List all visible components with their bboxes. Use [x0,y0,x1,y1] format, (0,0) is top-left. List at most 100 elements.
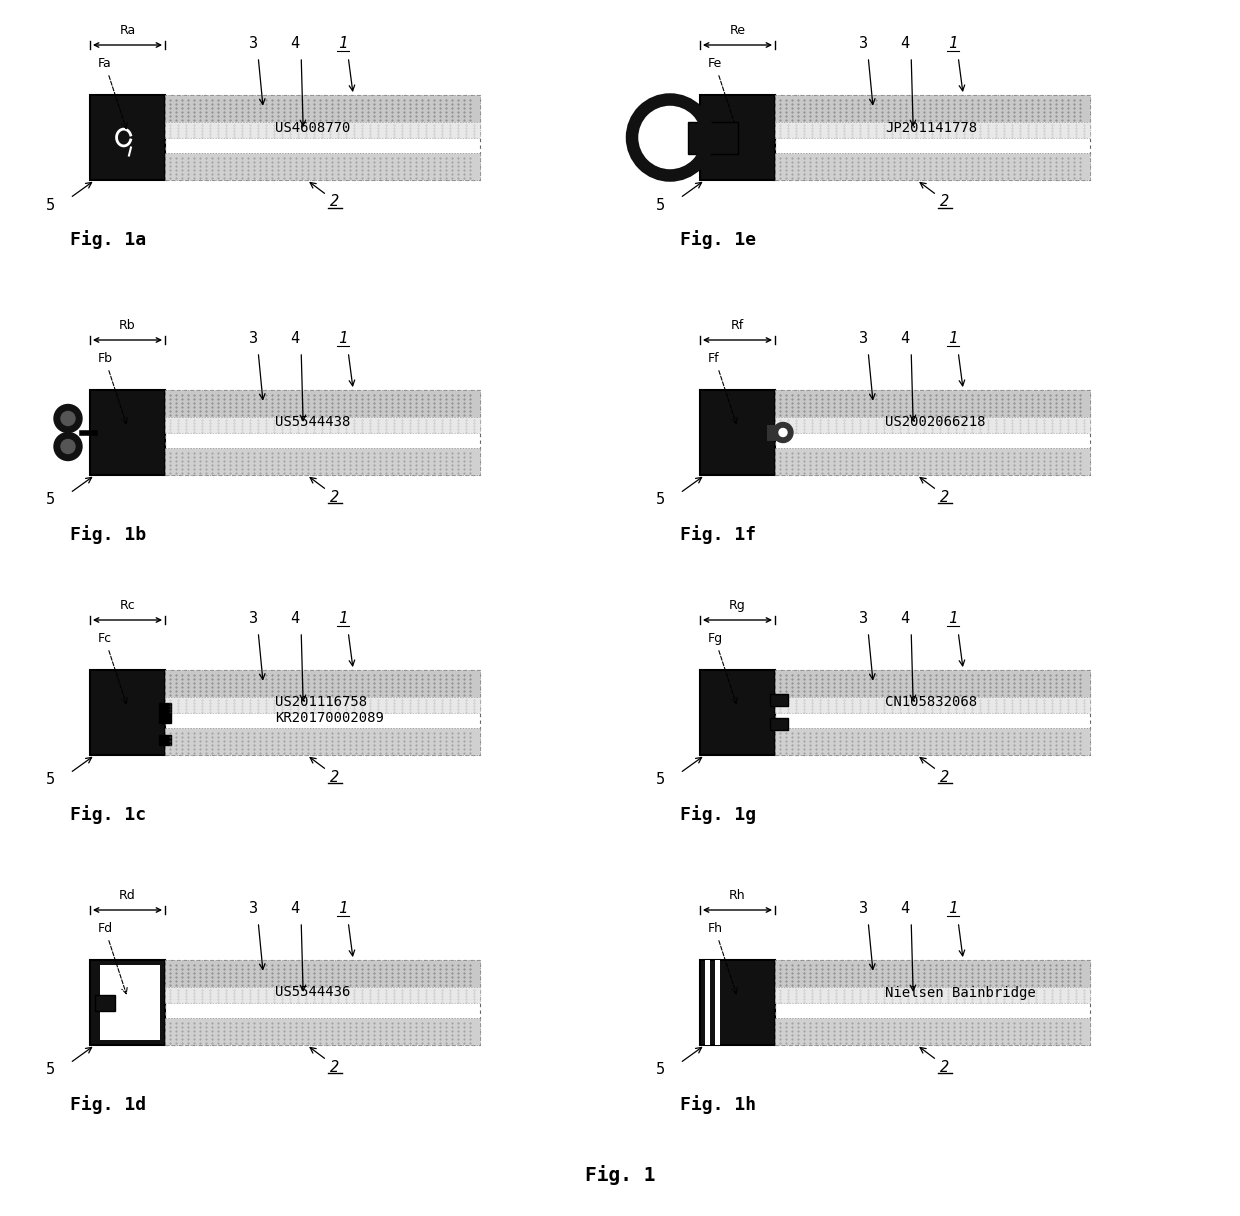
Text: 3: 3 [249,610,258,626]
Bar [701,670,775,755]
Text: Nielsen Bainbridge: Nielsen Bainbridge [885,985,1035,1000]
Bar [770,693,787,705]
Circle shape [61,439,74,454]
Circle shape [61,411,74,426]
Circle shape [55,433,82,461]
Text: KR20170002089: KR20170002089 [275,711,384,726]
Text: Fh: Fh [708,922,723,935]
Text: Fig. 1h: Fig. 1h [680,1094,756,1114]
Text: Fig. 1g: Fig. 1g [680,805,756,824]
Text: 1: 1 [337,36,347,51]
Bar [770,717,787,730]
Text: 2: 2 [940,1059,950,1075]
Text: Fig. 1: Fig. 1 [585,1165,655,1186]
Bar [159,703,171,722]
Bar [165,959,480,987]
Text: 2: 2 [940,770,950,784]
Circle shape [779,428,787,437]
Text: 5: 5 [46,772,55,788]
Text: 2: 2 [330,770,340,784]
Bar [165,390,480,475]
Bar [100,966,160,1040]
Text: Rc: Rc [119,599,135,612]
Text: CN105832068: CN105832068 [885,696,977,709]
Bar [159,734,171,744]
Bar [775,447,1090,475]
Text: Rg: Rg [729,599,746,612]
Bar [775,728,1090,755]
Text: 5: 5 [656,772,665,788]
Text: Rb: Rb [119,319,136,332]
Text: US5544438: US5544438 [275,416,351,429]
Text: 5: 5 [46,492,55,507]
Text: Fig. 1b: Fig. 1b [69,525,146,544]
Bar [775,95,1090,122]
Bar [91,670,165,755]
Text: 1: 1 [337,331,347,347]
Bar [775,153,1090,180]
Bar [715,959,720,1045]
Text: 2: 2 [940,195,950,209]
Text: US4608770: US4608770 [275,120,351,135]
Text: 2: 2 [940,490,950,505]
Bar [165,670,480,697]
Text: 1: 1 [947,610,957,626]
Text: Fig. 1c: Fig. 1c [69,805,146,824]
Bar [165,95,480,122]
Bar [165,447,480,475]
Text: Fb: Fb [98,351,113,365]
Text: Fe: Fe [708,57,722,71]
Bar [775,697,1090,713]
Bar [775,1018,1090,1045]
Text: US5544436: US5544436 [275,985,351,1000]
Bar [165,122,480,137]
Bar [775,390,1090,475]
Text: Fig. 1a: Fig. 1a [69,230,146,249]
Bar [95,995,115,1010]
Text: 3: 3 [858,901,868,916]
Text: 5: 5 [656,1063,665,1077]
Bar [165,697,480,713]
Text: US2002066218: US2002066218 [885,416,986,429]
Text: 4: 4 [290,610,300,626]
Text: 1: 1 [337,610,347,626]
Bar [165,987,480,1002]
Text: Fd: Fd [98,922,113,935]
Text: 3: 3 [249,36,258,51]
Bar [775,987,1090,1002]
Bar [775,959,1090,987]
Text: 3: 3 [858,610,868,626]
Bar [775,417,1090,433]
Bar [165,670,480,755]
Text: Re: Re [729,24,745,36]
Text: 4: 4 [900,610,910,626]
Bar [91,959,165,1045]
Text: 4: 4 [900,901,910,916]
Bar [165,1018,480,1045]
Text: 5: 5 [46,197,55,213]
Text: 4: 4 [290,901,300,916]
Circle shape [55,405,82,433]
Text: Fig. 1e: Fig. 1e [680,230,756,249]
Text: 2: 2 [330,490,340,505]
Bar [775,95,1090,180]
Bar [701,390,775,475]
Bar [91,390,165,475]
Text: 5: 5 [656,492,665,507]
Text: Ra: Ra [119,24,135,36]
Bar [775,959,1090,1045]
Circle shape [773,422,794,443]
Text: 3: 3 [249,331,258,347]
Text: Ff: Ff [708,351,719,365]
Text: Rd: Rd [119,889,136,902]
Bar [165,417,480,433]
Text: US201116758: US201116758 [275,696,367,709]
Text: 1: 1 [947,36,957,51]
Bar [165,153,480,180]
Text: 1: 1 [947,331,957,347]
Text: 5: 5 [46,1063,55,1077]
Text: Rh: Rh [729,889,745,902]
Bar [775,670,1090,697]
Bar [165,959,480,1045]
Text: 3: 3 [858,36,868,51]
